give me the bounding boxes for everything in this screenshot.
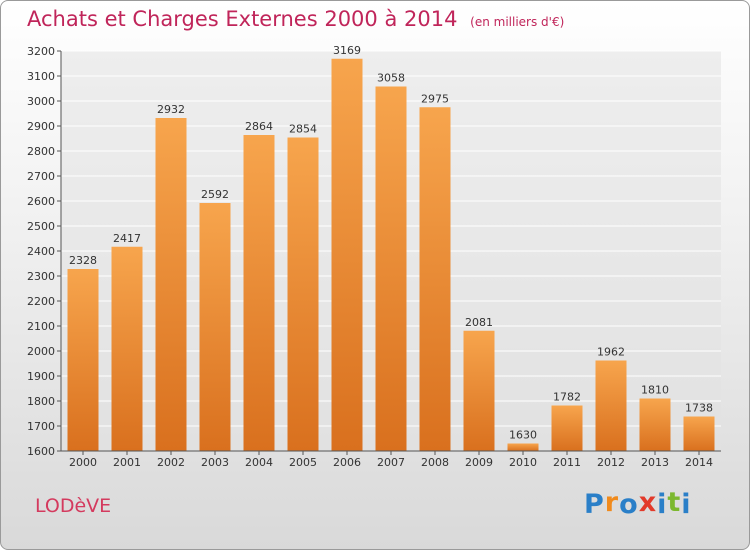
bar-2006 [331,58,363,451]
data-label: 2975 [421,92,449,105]
bar-2009 [463,330,495,451]
chart-title-block: Achats et Charges Externes 2000 à 2014 (… [27,7,564,31]
bar-2012 [595,360,627,451]
y-tick-label: 1800 [27,395,55,408]
y-tick-label: 3100 [27,70,55,83]
data-label: 1738 [685,402,713,415]
data-label: 2328 [69,254,97,267]
y-tick-label: 1900 [27,370,55,383]
y-tick-label: 2200 [27,295,55,308]
x-tick-label: 2013 [641,456,669,469]
y-tick-label: 2500 [27,220,55,233]
x-tick-label: 2004 [245,456,273,469]
city-name: LODèVE [35,495,112,517]
chart-title: Achats et Charges Externes 2000 à 2014 [27,7,458,31]
x-tick-label: 2012 [597,456,625,469]
y-tick-label: 2900 [27,120,55,133]
logo-letter: i [681,489,692,520]
x-tick-label: 2001 [113,456,141,469]
data-label: 2417 [113,232,141,245]
x-tick-label: 2009 [465,456,493,469]
x-tick-label: 2008 [421,456,449,469]
y-tick-label: 2700 [27,170,55,183]
bar-2003 [199,203,231,451]
x-tick-label: 2007 [377,456,405,469]
data-label: 1630 [509,429,537,442]
bar-2008 [419,107,451,451]
bar-2010 [507,443,539,451]
logo-letter: o [619,489,639,520]
bar-2002 [155,118,187,451]
logo-letter: P [584,489,605,520]
chart-subtitle: (en milliers d'€) [470,15,565,29]
x-tick-label: 2002 [157,456,185,469]
logo-letter: t [667,487,682,518]
bar-2001 [111,246,143,451]
bar-2007 [375,86,407,451]
data-label: 1782 [553,391,581,404]
logo-letter: x [638,487,658,518]
y-tick-label: 2000 [27,345,55,358]
logo-letter: r [604,487,620,518]
y-tick-label: 2400 [27,245,55,258]
bar-2013 [639,398,671,451]
y-tick-label: 1600 [27,445,55,458]
x-tick-label: 2010 [509,456,537,469]
data-label: 1962 [597,346,625,359]
x-tick-label: 2011 [553,456,581,469]
data-label: 2081 [465,316,493,329]
x-tick-label: 2006 [333,456,361,469]
data-label: 2864 [245,120,273,133]
x-tick-label: 2000 [69,456,97,469]
y-tick-label: 1700 [27,420,55,433]
bar-2014 [683,416,715,451]
x-tick-label: 2005 [289,456,317,469]
bar-2011 [551,405,583,451]
y-tick-label: 2100 [27,320,55,333]
bar-2005 [287,137,319,451]
data-label: 3058 [377,72,405,85]
y-tick-label: 3200 [27,45,55,58]
bar-2004 [243,135,275,451]
y-tick-label: 2300 [27,270,55,283]
x-tick-label: 2014 [685,456,713,469]
proxiti-logo: Proxiti [584,487,692,520]
logo-letter: i [657,489,668,520]
data-label: 3169 [333,44,361,57]
data-label: 2592 [201,188,229,201]
y-tick-label: 2800 [27,145,55,158]
data-label: 2932 [157,103,185,116]
y-tick-label: 2600 [27,195,55,208]
data-label: 2854 [289,123,317,136]
x-tick-label: 2003 [201,456,229,469]
bar-2000 [67,269,99,451]
y-tick-label: 3000 [27,95,55,108]
data-label: 1810 [641,384,669,397]
